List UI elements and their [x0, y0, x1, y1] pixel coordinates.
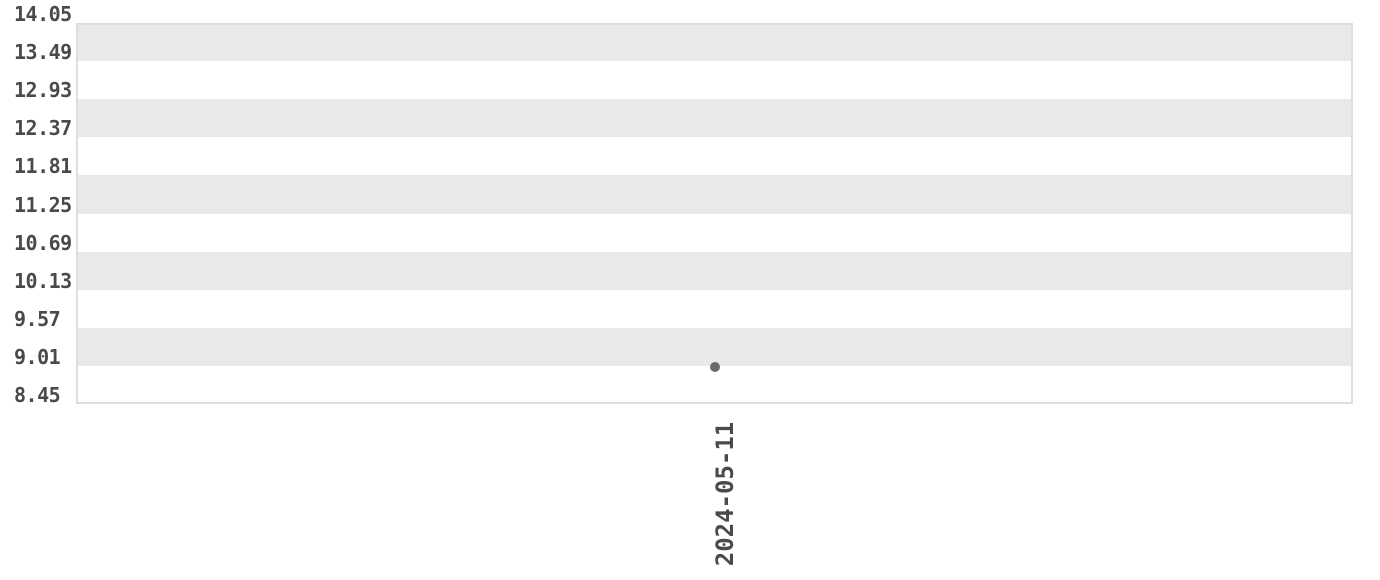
y-axis-tick-label: 14.05 [14, 2, 72, 26]
y-axis-tick-label: 8.45 [14, 383, 61, 407]
y-axis-tick-label: 10.13 [14, 268, 72, 293]
grid-band [76, 23, 1353, 62]
grid-band [76, 213, 1353, 253]
y-axis-tick-label: 12.37 [14, 116, 72, 141]
data-point [709, 361, 720, 372]
y-axis-tick-label: 12.93 [14, 78, 72, 103]
x-axis-tick-label: 2024-05-11 [710, 421, 739, 567]
grid-band [76, 175, 1353, 214]
grid-band [76, 61, 1353, 100]
y-axis-tick-label: 9.01 [14, 344, 61, 369]
grid-band [76, 251, 1353, 291]
y-axis-tick-label: 13.49 [14, 40, 72, 65]
grid-band [76, 99, 1353, 138]
y-axis-tick-label: 10.69 [14, 230, 72, 255]
y-axis-tick-label: 9.57 [14, 306, 61, 331]
grid-band [76, 137, 1353, 176]
y-axis-tick-label: 11.81 [14, 154, 72, 179]
plot-area [76, 23, 1353, 404]
y-axis-tick-label: 11.25 [14, 192, 72, 217]
grid-band [76, 365, 1353, 404]
grid-band [76, 327, 1353, 367]
grid-band [76, 289, 1353, 329]
